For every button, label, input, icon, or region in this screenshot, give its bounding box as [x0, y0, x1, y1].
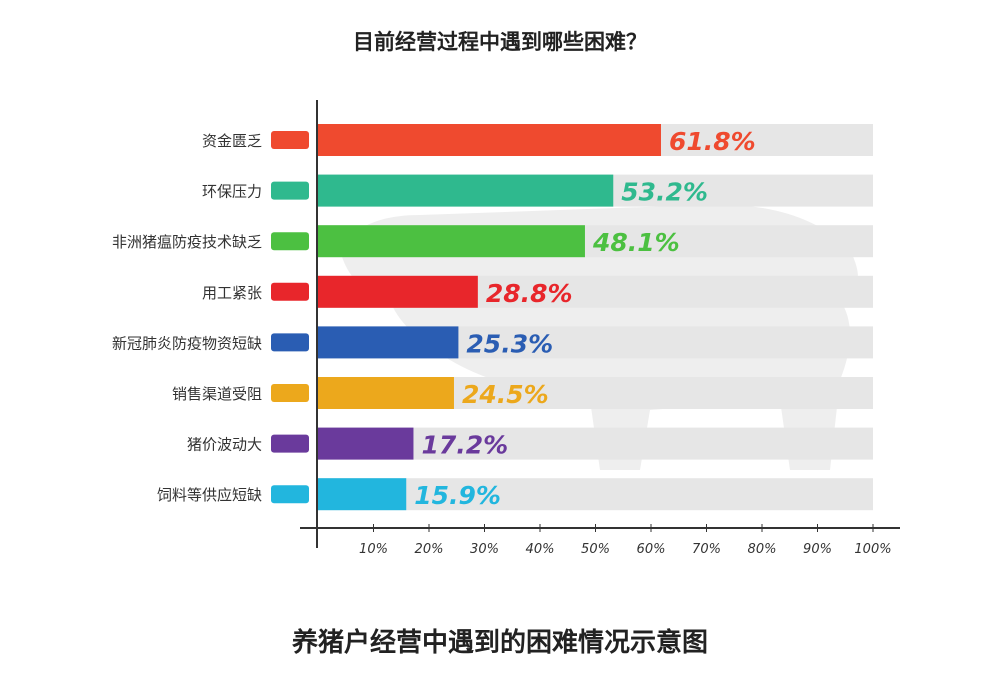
- x-tick-label: 80%: [748, 542, 777, 557]
- legend-swatch: [271, 232, 309, 251]
- x-tick-label: 40%: [526, 542, 555, 557]
- x-tick-label: 30%: [470, 542, 499, 557]
- bar: [318, 225, 585, 258]
- x-tick-label: 90%: [803, 542, 832, 557]
- bar: [318, 275, 478, 308]
- bar: [318, 478, 407, 511]
- legend-swatch: [271, 434, 309, 453]
- bar-track: [318, 478, 873, 511]
- bar: [318, 377, 454, 409]
- category-label: 新冠肺炎防疫物资短缺: [112, 334, 262, 352]
- chart-title: 目前经营过程中遇到哪些困难？: [353, 30, 647, 54]
- x-tick-label: 10%: [359, 542, 388, 557]
- category-label: 猪价波动大: [187, 436, 262, 454]
- category-label: 资金匮乏: [202, 132, 262, 150]
- x-tick-label: 70%: [692, 542, 721, 557]
- value-label: 24.5%: [462, 380, 549, 409]
- legend-swatch: [271, 384, 309, 402]
- value-label: 48.1%: [592, 228, 680, 257]
- value-label: 25.3%: [466, 329, 553, 358]
- value-label: 15.9%: [414, 481, 501, 510]
- legend-swatch: [271, 131, 309, 149]
- bar: [318, 427, 414, 460]
- category-label: 用工紧张: [202, 284, 262, 302]
- x-tick-label: 20%: [415, 542, 444, 557]
- legend-swatch: [271, 333, 309, 352]
- legend-swatch: [271, 485, 309, 504]
- value-label: 17.2%: [421, 431, 508, 460]
- bar: [318, 124, 661, 156]
- x-tick-label: 60%: [637, 542, 666, 557]
- category-label: 饲料等供应短缺: [157, 486, 262, 504]
- x-tick-label: 100%: [854, 542, 891, 557]
- category-label: 销售渠道受阻: [172, 385, 262, 403]
- value-label: 28.8%: [486, 279, 573, 308]
- legend-swatch: [271, 181, 309, 200]
- x-tick-label: 50%: [581, 542, 610, 557]
- bar: [318, 174, 614, 207]
- value-label: 53.2%: [621, 178, 708, 207]
- legend-swatch: [271, 282, 309, 301]
- value-label: 61.8%: [669, 127, 756, 156]
- category-label: 非洲猪瘟防疫技术缺乏: [112, 233, 262, 251]
- chart-caption: 养猪户经营中遇到的困难情况示意图: [291, 628, 708, 658]
- bar: [318, 326, 459, 359]
- category-label: 环保压力: [202, 183, 262, 201]
